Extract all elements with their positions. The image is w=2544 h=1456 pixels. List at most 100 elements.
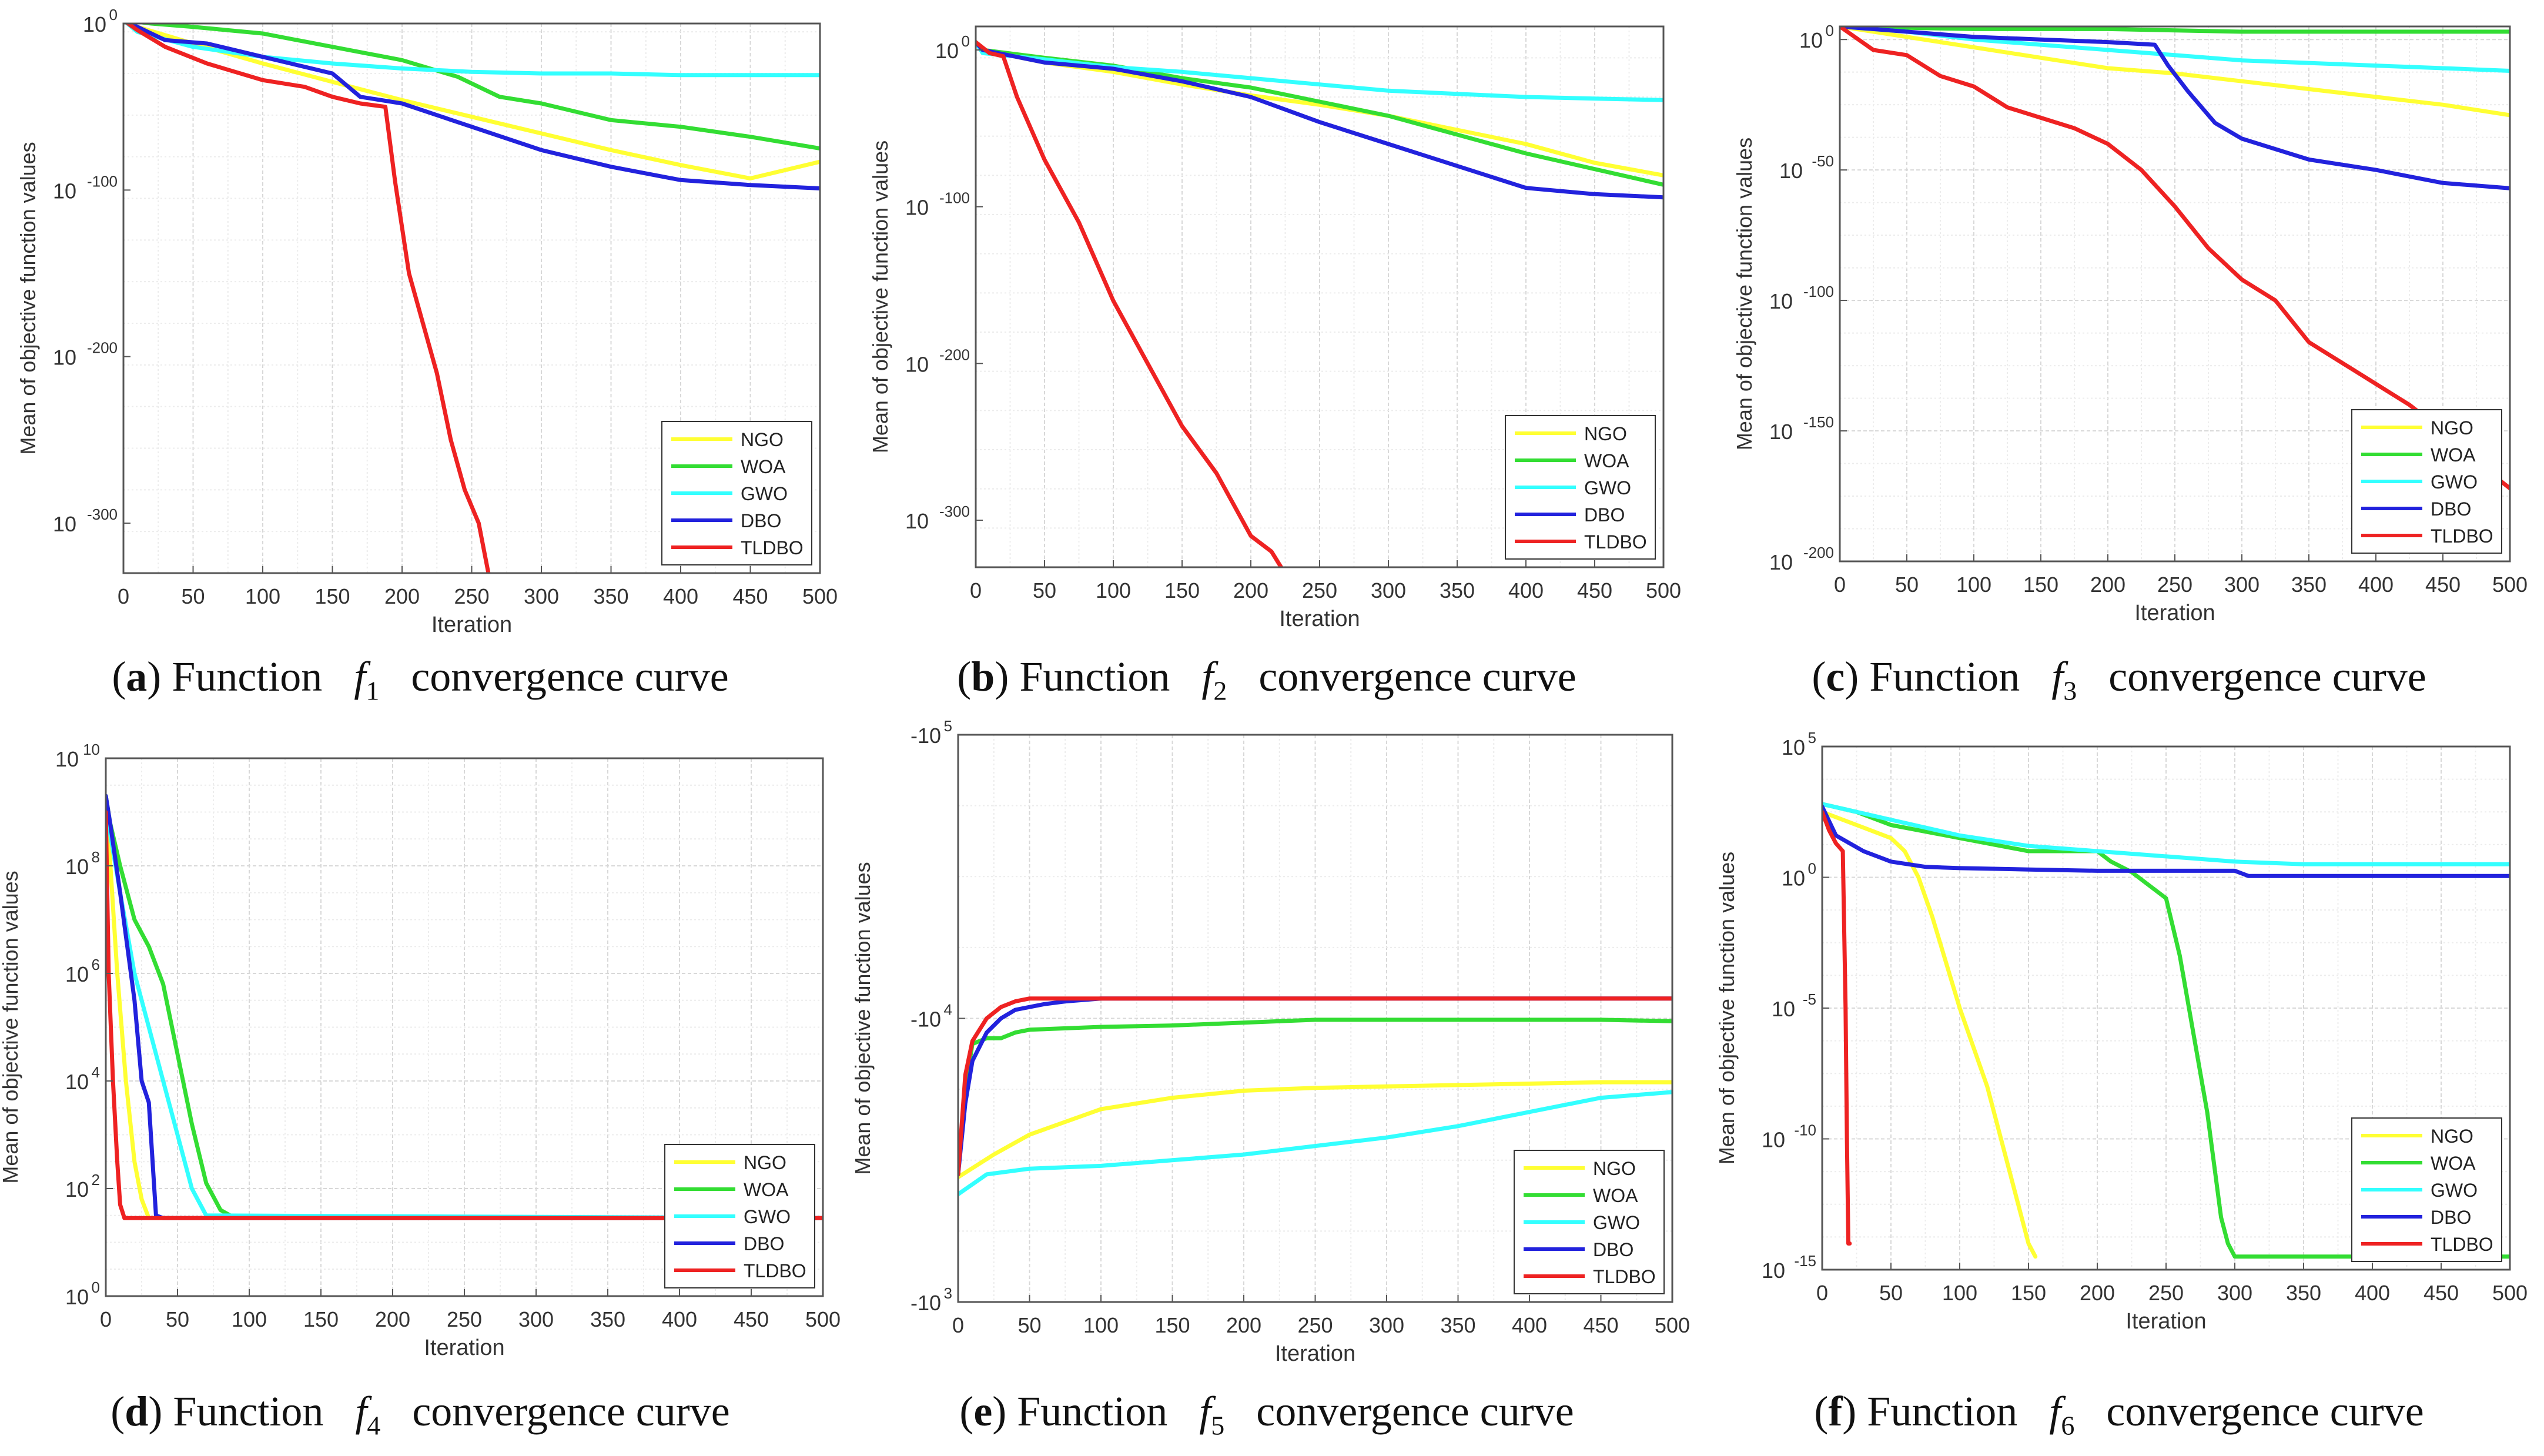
caption-function: f	[1201, 653, 1214, 700]
x-tick-label: 50	[1017, 1313, 1041, 1337]
series-line-woa	[1840, 26, 2510, 34]
y-tick-label: 10	[1782, 866, 1805, 891]
legend-label-woa: WOA	[744, 1179, 789, 1200]
x-tick-label: 400	[663, 584, 698, 608]
x-tick-label: 200	[2080, 1281, 2115, 1305]
x-tick-label: 350	[590, 1307, 625, 1331]
legend-label-woa: WOA	[2431, 1153, 2476, 1174]
x-tick-label: 450	[734, 1307, 769, 1331]
x-tick-label: 100	[232, 1307, 267, 1331]
caption-prefix: Function	[1017, 1388, 1168, 1435]
series-line-dbo	[1840, 26, 2510, 190]
legend-label-tldbo: TLDBO	[2431, 526, 2493, 547]
y-tick-label: -10	[911, 1008, 941, 1032]
legend-label-ngo: NGO	[2431, 417, 2473, 439]
legend-label-gwo: GWO	[1593, 1212, 1640, 1233]
y-axis-label: Mean of objective function values	[851, 862, 875, 1174]
y-tick-label: 10	[65, 1285, 89, 1309]
legend-label-dbo: DBO	[741, 510, 781, 531]
y-tick-exponent: -200	[87, 339, 118, 357]
x-axis-label: Iteration	[431, 612, 512, 637]
series-line-ngo	[958, 1080, 1672, 1180]
series-line-woa	[958, 1017, 1672, 1177]
caption-paren-close: )	[1845, 653, 1870, 700]
x-tick-label: 50	[1033, 578, 1056, 603]
legend-label-gwo: GWO	[2431, 471, 2478, 493]
x-tick-label: 50	[1879, 1281, 1903, 1305]
y-tick-exponent: -200	[939, 346, 970, 363]
x-tick-label: 50	[181, 584, 205, 608]
caption-paren-close: )	[1842, 1388, 1867, 1435]
x-tick-label: 0	[970, 578, 982, 603]
caption-b: (b) Function f2 convergence curve	[846, 652, 1687, 706]
x-tick-label: 450	[2425, 573, 2461, 597]
caption-function: f	[355, 1388, 367, 1435]
y-axis-label: Mean of objective function values	[1732, 138, 1756, 450]
y-tick-exponent: -100	[87, 172, 118, 190]
x-tick-label: 200	[375, 1307, 410, 1331]
caption-letter: b	[971, 653, 995, 700]
caption-letter: f	[1828, 1388, 1843, 1435]
legend-label-woa: WOA	[1584, 450, 1629, 471]
x-axis-label: Iteration	[424, 1335, 504, 1360]
x-tick-label: 350	[2286, 1281, 2321, 1305]
x-tick-label: 500	[805, 1307, 841, 1331]
x-tick-label: 400	[1512, 1313, 1547, 1337]
y-tick-label: 10	[905, 509, 929, 533]
legend-label-dbo: DBO	[1584, 504, 1625, 526]
x-tick-label: 100	[1956, 573, 1991, 597]
x-tick-label: 150	[303, 1307, 339, 1331]
x-tick-label: 100	[245, 584, 280, 608]
y-tick-exponent: 5	[1808, 729, 1816, 747]
chart-panel-e: 0 50 100 150 200 250 300 350 400 450 500-10 3-10 4-1…	[851, 717, 1690, 1366]
caption-prefix: Function	[1869, 653, 2020, 700]
y-tick-exponent: 0	[109, 6, 118, 24]
caption-subscript: 5	[1211, 1410, 1225, 1441]
x-tick-label: 400	[1508, 578, 1544, 603]
x-tick-label: 150	[1154, 1313, 1190, 1337]
caption-subscript: 4	[367, 1410, 381, 1441]
caption-paren-open: (	[111, 1388, 125, 1435]
x-tick-label: 250	[2148, 1281, 2184, 1305]
caption-paren-close: )	[148, 1388, 173, 1435]
legend-label-gwo: GWO	[2431, 1180, 2478, 1201]
series-line-gwo	[124, 24, 820, 78]
y-tick-exponent: 0	[1808, 860, 1816, 878]
x-tick-label: 500	[1646, 578, 1681, 603]
y-tick-label: -10	[911, 724, 941, 748]
caption-space	[323, 1388, 355, 1435]
x-tick-label: 450	[2424, 1281, 2459, 1305]
legend-label-gwo: GWO	[741, 483, 788, 504]
y-tick-exponent: -150	[1803, 413, 1834, 431]
x-tick-label: 300	[2224, 573, 2260, 597]
legend: NGO WOA GWO DBO TLDBO	[2351, 409, 2502, 554]
x-axis-label: Iteration	[2134, 601, 2215, 625]
y-tick-label: 10	[1769, 420, 1793, 444]
legend: NGO WOA GWO DBO TLDBO	[661, 421, 812, 565]
caption-prefix: Function	[172, 653, 323, 700]
legend-label-tldbo: TLDBO	[741, 537, 804, 558]
y-axis-label: Mean of objective function values	[1715, 852, 1739, 1164]
x-axis-label: Iteration	[1279, 607, 1360, 631]
y-tick-label: 10	[935, 39, 959, 63]
legend-label-ngo: NGO	[744, 1152, 786, 1173]
caption-suffix: convergence curve	[2106, 1388, 2424, 1435]
legend-label-tldbo: TLDBO	[1593, 1266, 1656, 1287]
x-tick-label: 300	[1369, 1313, 1404, 1337]
legend: NGO WOA GWO DBO TLDBO	[1505, 415, 1656, 560]
series-group	[1822, 802, 2510, 1259]
x-tick-label: 200	[1226, 1313, 1261, 1337]
caption-paren-open: (	[112, 653, 126, 700]
x-tick-label: 150	[2023, 573, 2058, 597]
caption-paren-open: (	[1812, 653, 1826, 700]
caption-space	[2077, 653, 2108, 700]
y-axis-label: Mean of objective function values	[868, 140, 892, 453]
legend-label-dbo: DBO	[2431, 1207, 2471, 1228]
y-tick-label: 10	[65, 1070, 89, 1094]
series-line-woa	[1822, 802, 2510, 1259]
x-tick-label: 300	[524, 584, 559, 608]
x-tick-label: 300	[1371, 578, 1406, 603]
x-tick-label: 200	[384, 584, 420, 608]
